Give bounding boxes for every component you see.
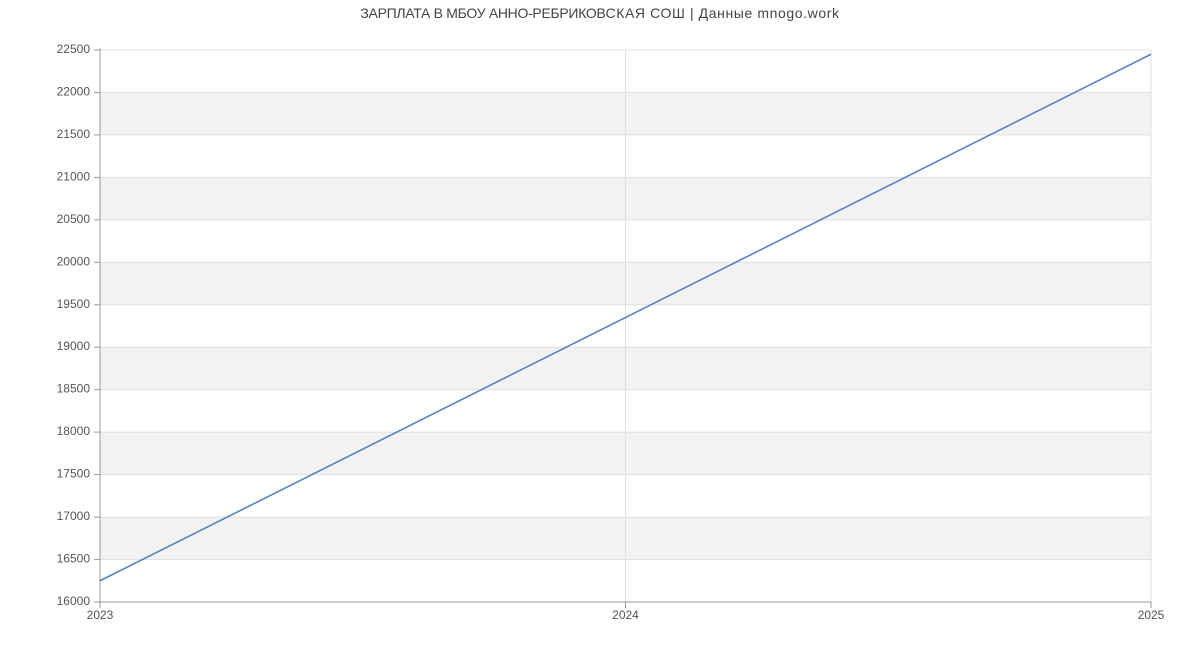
- svg-text:2024: 2024: [612, 608, 639, 622]
- svg-text:22500: 22500: [57, 42, 91, 56]
- svg-text:17000: 17000: [57, 509, 91, 523]
- svg-text:22000: 22000: [57, 84, 91, 98]
- svg-text:16000: 16000: [57, 594, 91, 608]
- svg-text:2023: 2023: [87, 608, 114, 622]
- svg-text:16500: 16500: [57, 552, 91, 566]
- svg-text:20500: 20500: [57, 212, 91, 226]
- svg-text:21000: 21000: [57, 169, 91, 183]
- svg-text:17500: 17500: [57, 467, 91, 481]
- svg-text:19000: 19000: [57, 339, 91, 353]
- svg-text:20000: 20000: [57, 254, 91, 268]
- svg-text:18000: 18000: [57, 424, 91, 438]
- svg-text:19500: 19500: [57, 297, 91, 311]
- svg-text:18500: 18500: [57, 382, 91, 396]
- svg-text:2025: 2025: [1138, 608, 1165, 622]
- svg-text:21500: 21500: [57, 127, 91, 141]
